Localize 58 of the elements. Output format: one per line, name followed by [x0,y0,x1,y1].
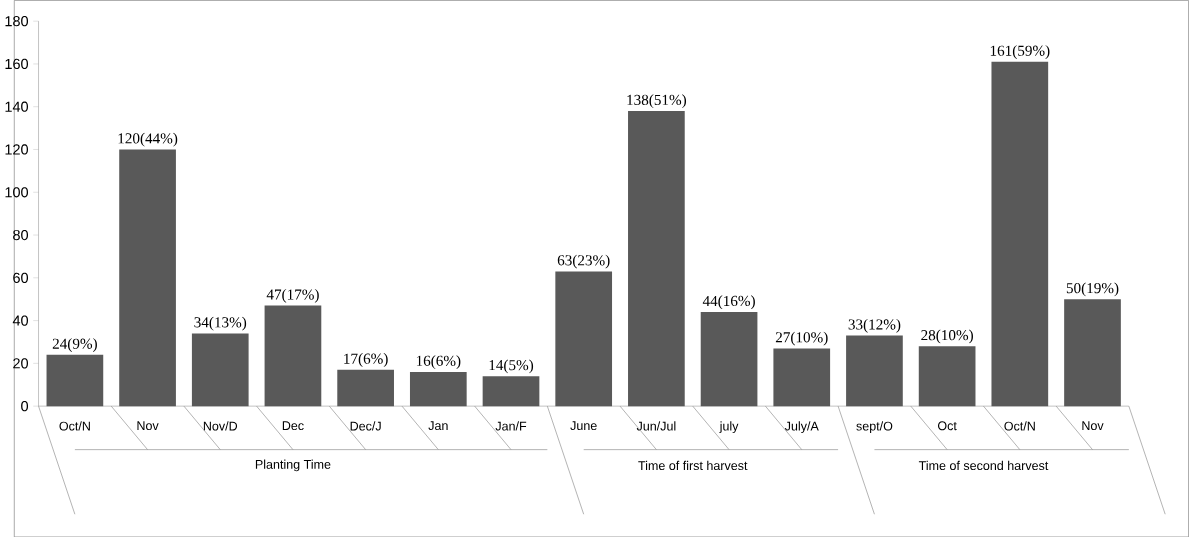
y-tick-label: 160 [5,58,29,69]
bar [337,369,394,406]
y-tick-label: 40 [12,315,29,326]
bar [264,305,322,406]
bar [409,371,467,406]
x-tick-label: Nov/D [203,421,238,431]
bar [991,61,1049,406]
text: Time of first harvest [638,460,748,470]
bar [482,376,540,406]
x-tick-label: Nov [1082,421,1104,430]
x-tick-label: Jan [428,421,448,430]
bar [1064,299,1121,406]
y-tick-label: 60 [13,272,29,283]
data-label: 138(51%) [627,94,687,108]
x-tick-label: Oct [937,421,957,431]
data-label: 17(6%) [344,352,388,367]
data-label: 120(44%) [118,132,178,147]
y-tick-label: 100 [5,186,29,198]
data-label: 16(6%) [416,355,461,369]
x-tick-label: july [719,421,739,433]
y-tick-label: 120 [5,144,29,155]
data-label: 33(12%) [848,318,901,333]
bar [846,335,903,406]
x-tick-label: sept/O [856,421,893,433]
data-label: 63(23%) [557,254,610,269]
bar [119,149,176,406]
x-tick-label: July/A [784,421,819,433]
bar [191,333,249,406]
x-tick-label: Oct/N [59,421,90,431]
x-tick-label: Jan/F [495,421,527,431]
data-label: 24(9%) [52,337,97,352]
data-label: 44(16%) [702,295,755,309]
bar [918,346,976,406]
data-label: 161(59%) [990,44,1050,59]
x-tick-label: Oct/N [1004,421,1035,431]
text: Time of second harvest [918,460,1049,470]
data-label: 28(10%) [921,329,973,344]
bar [700,311,758,406]
y-tick-label: 180 [5,15,29,27]
x-tick-label: Dec [282,421,304,430]
bar [773,348,831,406]
y-tick-label: 20 [13,358,29,369]
data-label: 14(5%) [489,359,534,374]
data-label: 27(10%) [775,331,828,346]
x-tick-label: Dec/J [350,421,381,431]
bar [555,271,613,406]
data-label: 34(13%) [194,316,247,331]
data-label: 47(17%) [266,288,319,303]
x-tick-label: June [570,421,597,430]
y-tick-label: 0 [21,400,29,412]
bar [46,354,104,406]
data-label: 50(19%) [1066,282,1119,297]
x-tick-label: Jun/Jul [636,421,676,431]
bar [628,110,685,406]
x-tick-label: Nov [137,421,159,430]
text: Planting Time [255,459,331,472]
y-tick-label: 140 [5,101,29,112]
y-tick-label: 80 [13,229,29,240]
